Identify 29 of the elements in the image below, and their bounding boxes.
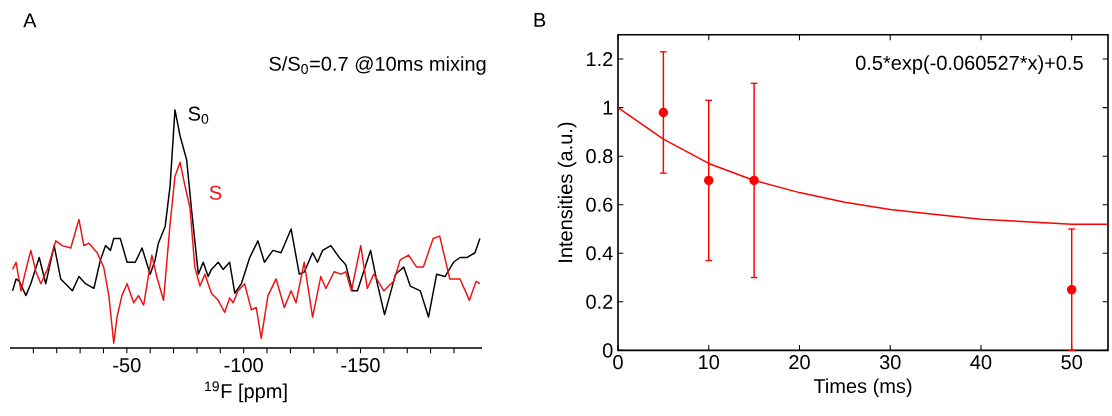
y-tick-label: 0.2	[586, 294, 613, 309]
x-tick-label: 20	[789, 355, 810, 370]
x-tick-label: -100	[224, 358, 263, 373]
x-tick-label: 0	[613, 355, 623, 370]
chart-title: B	[534, 13, 546, 27]
annotation: 0.5*exp(-0.060527*x)+0.5	[855, 55, 1083, 74]
x-tick-label: 40	[970, 355, 992, 370]
point	[658, 107, 669, 118]
series-label: S	[209, 185, 222, 200]
y-tick-label: 1.2	[587, 52, 613, 67]
y-tick-label: 1	[603, 100, 613, 115]
y-tick-label: 0	[602, 343, 613, 358]
chart-title: A	[23, 13, 37, 28]
point	[1066, 284, 1077, 295]
chart-subtitle: S/S$_{0}$=0.7 @10ms mixing	[269, 56, 486, 75]
series-label: S$_{0}$	[188, 106, 209, 124]
x-tick-label: 50	[1061, 355, 1083, 370]
point	[704, 175, 714, 186]
x-axis-title: Times (ms)	[813, 378, 912, 398]
y-tick-label: 0.8	[586, 149, 613, 164]
x-tick-label: 10	[699, 355, 720, 370]
point	[749, 175, 759, 186]
y-axis-title: Intensities (a.u.)	[557, 122, 577, 262]
x-tick-label: -150	[341, 358, 380, 373]
x-tick-label: -50	[113, 358, 141, 373]
x-tick-label: 30	[879, 355, 901, 370]
y-tick-label: 0.4	[586, 246, 613, 261]
x-axis-title: $^{19}$F [ppm]	[205, 381, 287, 403]
y-tick-label: 0.6	[586, 197, 613, 212]
